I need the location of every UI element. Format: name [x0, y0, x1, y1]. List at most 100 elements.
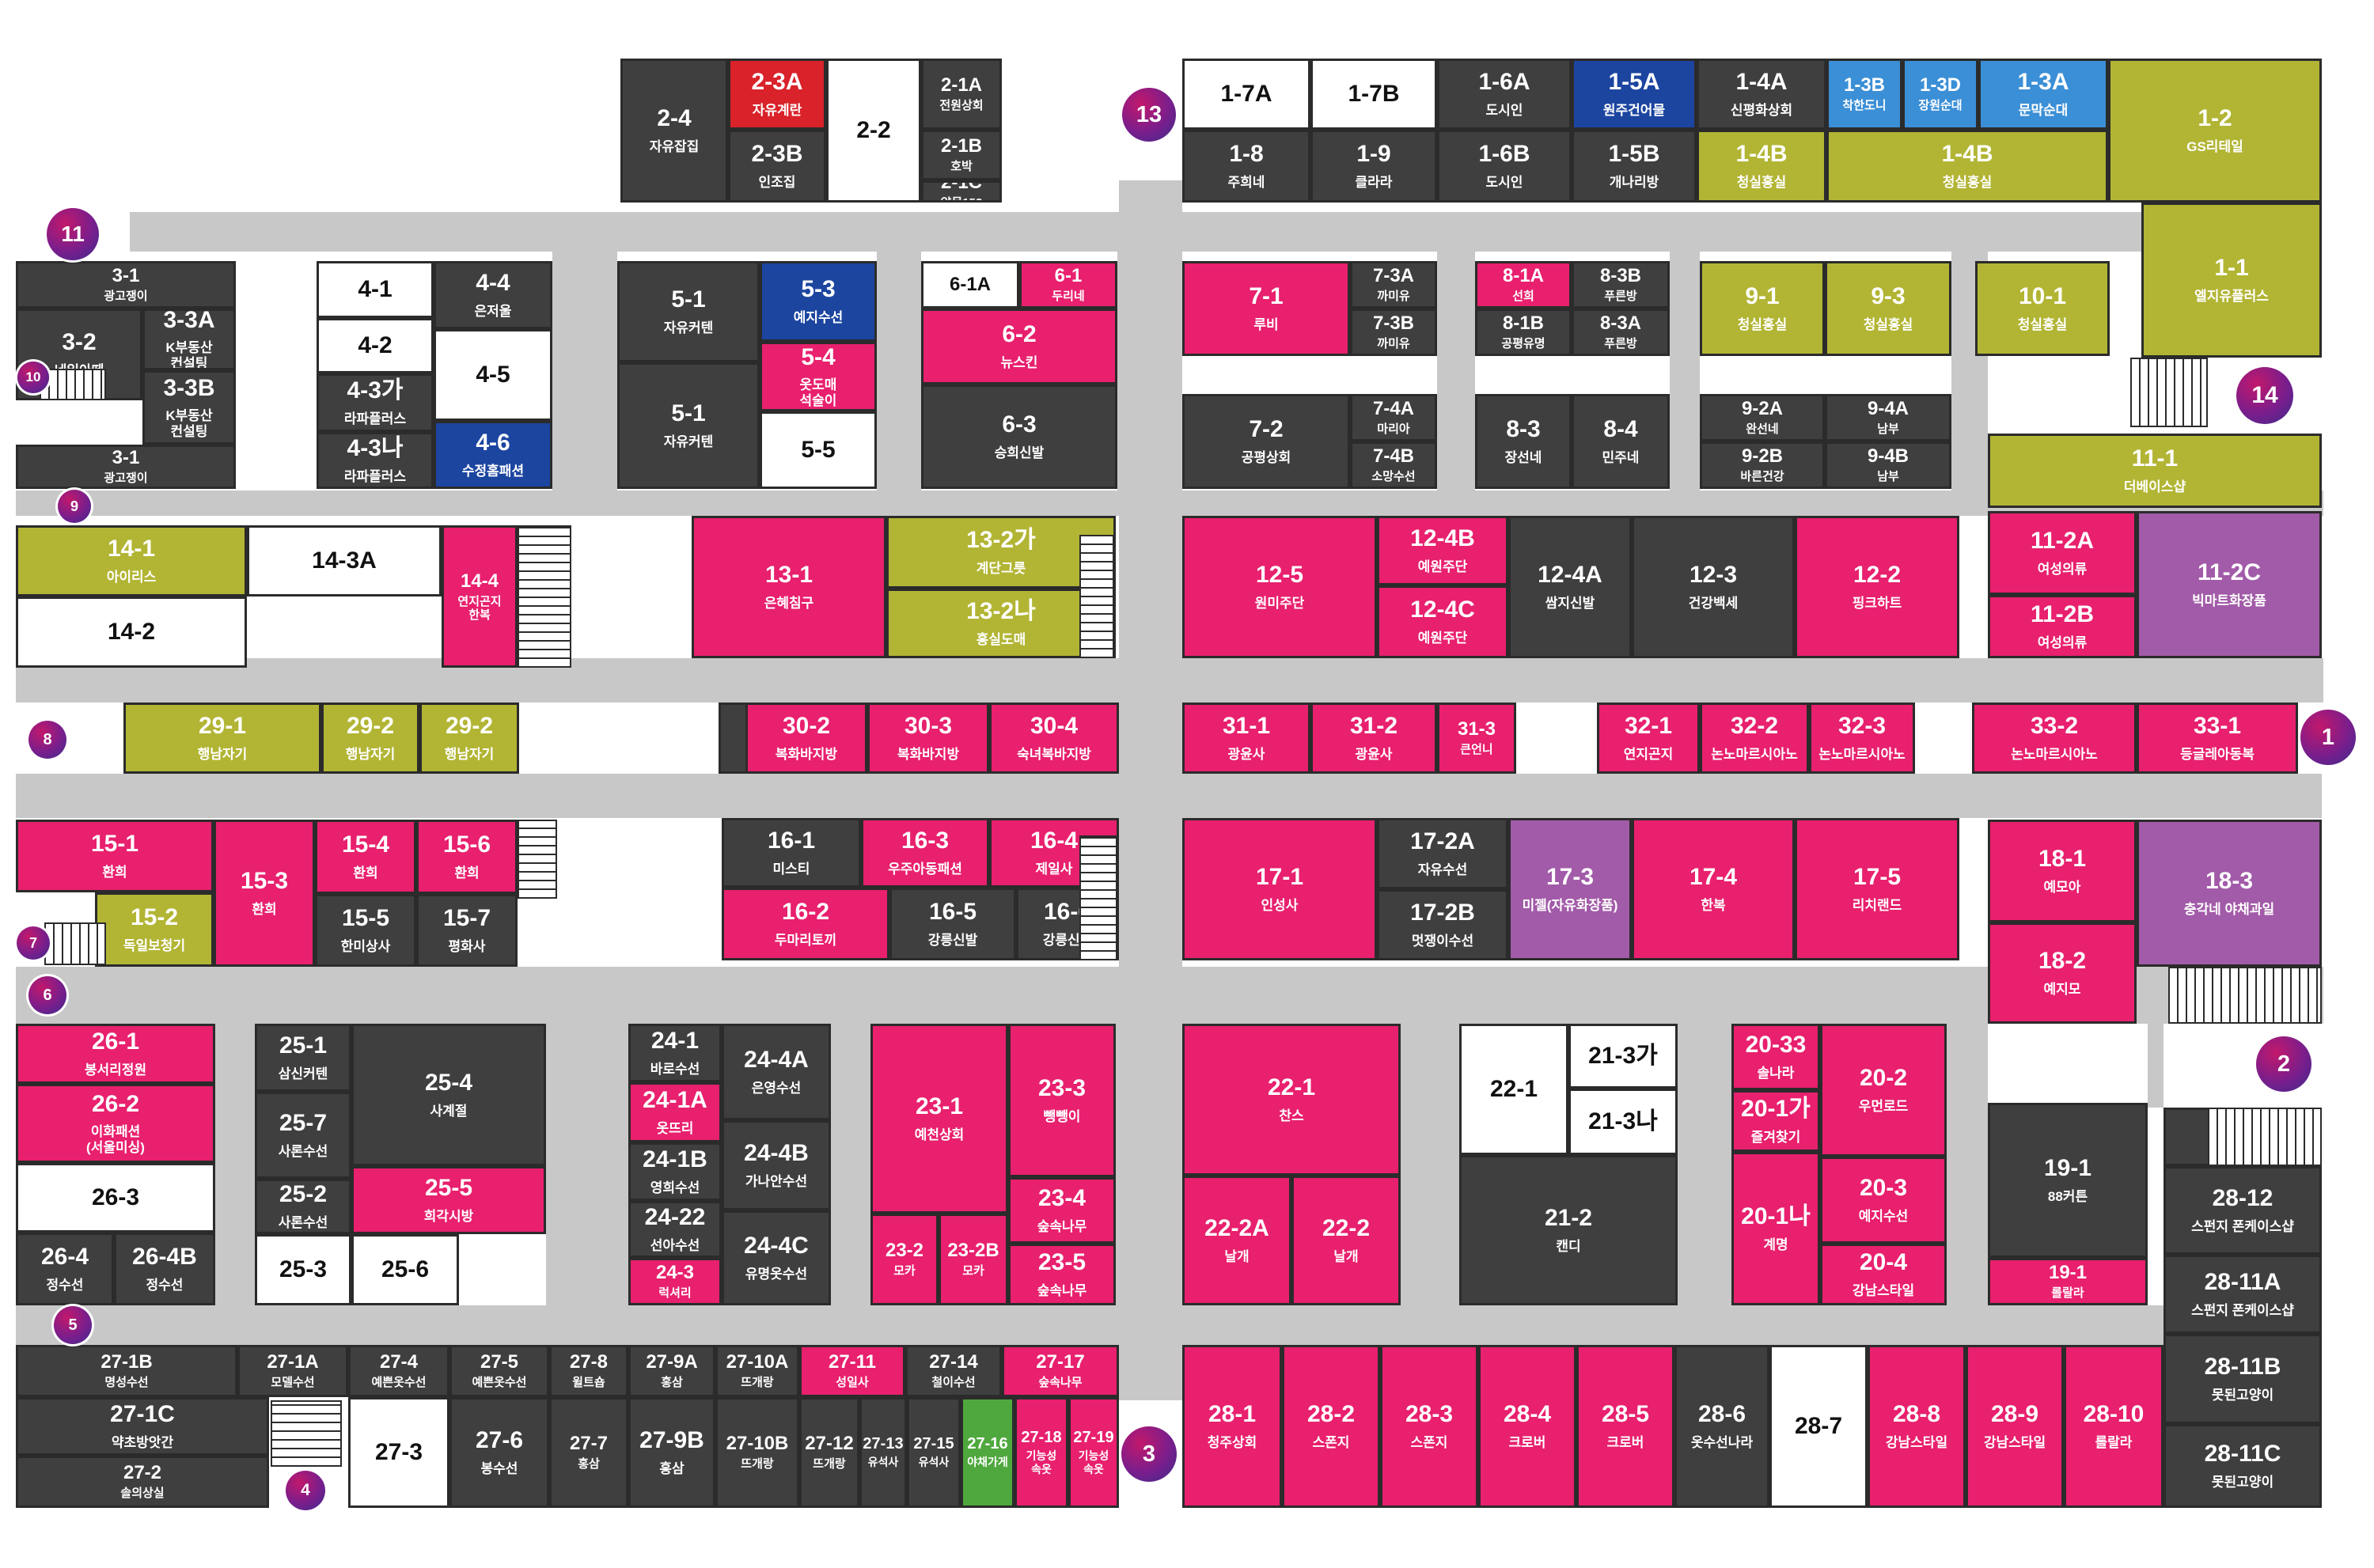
store-1-4B[interactable]: 1-4B 청실홍실: [1826, 130, 2108, 203]
store-17-4[interactable]: 17-4 한복: [1632, 818, 1795, 960]
store-12-4C[interactable]: 12-4C 예원주단: [1377, 585, 1508, 658]
store-17-1[interactable]: 17-1 인성사: [1182, 818, 1377, 960]
store-27-6[interactable]: 27-6 봉수선: [449, 1397, 549, 1508]
store-2-3B[interactable]: 2-3B 인조집: [728, 130, 826, 203]
store-27-4[interactable]: 27-4 예쁜옷수선: [348, 1345, 449, 1397]
store-27-9B[interactable]: 27-9B 홍삼: [628, 1397, 715, 1508]
store-20-2[interactable]: 20-2 우먼로드: [1820, 1024, 1947, 1157]
store-23-2B[interactable]: 23-2B 모카: [939, 1214, 1008, 1305]
store-23-4[interactable]: 23-4 숲속나무: [1008, 1177, 1116, 1244]
store-29-2[interactable]: 29-2 행남자기: [419, 703, 519, 774]
store-1-5A[interactable]: 1-5A 원주건어물: [1572, 59, 1697, 130]
store-9-4B[interactable]: 9-4B 남부: [1825, 441, 1951, 489]
store-1-7A[interactable]: 1-7A: [1182, 59, 1310, 130]
store-3-3A[interactable]: 3-3A K부동산 컨설팅: [142, 309, 236, 370]
store-19-1[interactable]: 19-1 롤랄라: [1988, 1258, 2148, 1305]
store-27-1B[interactable]: 27-1B 명성수선: [16, 1345, 237, 1397]
store-27-10B[interactable]: 27-10B 뜨개랑: [715, 1397, 799, 1508]
store-12-5[interactable]: 12-5 원미주단: [1182, 516, 1377, 658]
store-11-1[interactable]: 11-1 더베이스샵: [1988, 434, 2322, 508]
store-27-3[interactable]: 27-3: [348, 1397, 449, 1508]
store-15-1[interactable]: 15-1 환희: [16, 820, 214, 892]
store-1-2[interactable]: 1-2 GS리테일: [2108, 59, 2322, 203]
store-9-2B[interactable]: 9-2B 바른건강: [1700, 441, 1825, 489]
store-29-1[interactable]: 29-1 행남자기: [123, 703, 321, 774]
gate-marker-2[interactable]: 2: [2256, 1036, 2311, 1092]
store-17-3[interactable]: 17-3 미젤(자유화장품): [1508, 818, 1632, 960]
store-4-6[interactable]: 4-6 수정홈패션: [434, 421, 552, 489]
store-8-1B[interactable]: 8-1B 공평유명: [1475, 309, 1572, 356]
store-12-3[interactable]: 12-3 건강백세: [1632, 516, 1795, 658]
store-30-4[interactable]: 30-4 숙녀복바지방: [989, 703, 1119, 774]
store-25-1[interactable]: 25-1 삼신커텐: [255, 1024, 351, 1092]
store-15-6[interactable]: 15-6 환희: [416, 820, 518, 894]
gate-marker-4[interactable]: 4: [286, 1471, 325, 1510]
store-22-1[interactable]: 22-1: [1459, 1024, 1568, 1155]
gate-marker-14[interactable]: 14: [2236, 367, 2293, 424]
store-4-4[interactable]: 4-4 은저울: [434, 261, 552, 329]
store-25-3[interactable]: 25-3: [255, 1234, 351, 1305]
store-20-1가[interactable]: 20-1가 즐겨찾기: [1731, 1090, 1820, 1152]
store-20-1나[interactable]: 20-1나 계명: [1731, 1152, 1820, 1305]
store-25-2[interactable]: 25-2 사론수선: [255, 1179, 351, 1234]
store-33-2[interactable]: 33-2 논노마르시아노: [1972, 703, 2137, 774]
store-9-4A[interactable]: 9-4A 남부: [1825, 394, 1951, 441]
store-33-1[interactable]: 33-1 등글레아동복: [2137, 703, 2298, 774]
store-26-3[interactable]: 26-3: [16, 1163, 215, 1233]
store-28-1[interactable]: 28-1 청주상회: [1182, 1345, 1282, 1508]
store-12-4B[interactable]: 12-4B 예원주단: [1377, 516, 1508, 585]
store-17-5[interactable]: 17-5 리치랜드: [1795, 818, 1959, 960]
store-3-1[interactable]: 3-1 광고쟁이: [16, 445, 236, 489]
store-2-1B[interactable]: 2-1B 호박: [921, 130, 1002, 180]
store-7-1[interactable]: 7-1 루비: [1182, 261, 1350, 356]
store-32-1[interactable]: 32-1 연지곤지: [1597, 703, 1700, 774]
store-1-5B[interactable]: 1-5B 개나리방: [1572, 130, 1697, 203]
store-24-1B[interactable]: 24-1B 영희수선: [628, 1142, 722, 1201]
store-7-2[interactable]: 7-2 공평상회: [1182, 394, 1350, 489]
gate-marker-10[interactable]: 10: [17, 362, 49, 393]
store-2-1C[interactable]: 2-1C 양문153: [921, 180, 1002, 203]
store-1-6B[interactable]: 1-6B 도시인: [1437, 130, 1572, 203]
store-28-7[interactable]: 28-7: [1769, 1345, 1868, 1508]
store-9-1[interactable]: 9-1 청실홍실: [1700, 261, 1825, 356]
store-8-4[interactable]: 8-4 민주네: [1572, 394, 1670, 489]
store-30-3[interactable]: 30-3 복화바지방: [867, 703, 989, 774]
store-4-3가[interactable]: 4-3가 라파플러스: [317, 373, 434, 432]
store-17-2A[interactable]: 17-2A 자유수선: [1377, 818, 1508, 889]
store-14-3A[interactable]: 14-3A: [247, 525, 442, 597]
store-28-10[interactable]: 28-10 롤랄라: [2064, 1345, 2164, 1508]
store-12-2[interactable]: 12-2 핑크하트: [1795, 516, 1959, 658]
store-25-7[interactable]: 25-7 사론수선: [255, 1092, 351, 1179]
gate-marker-6[interactable]: 6: [28, 976, 66, 1014]
store-28-9[interactable]: 28-9 강남스타일: [1966, 1345, 2064, 1508]
store-7-4A[interactable]: 7-4A 마리아: [1350, 394, 1437, 441]
store-26-4B[interactable]: 26-4B 정수선: [114, 1233, 215, 1305]
store-1-9[interactable]: 1-9 클라라: [1310, 130, 1437, 203]
store-32-3[interactable]: 32-3 논노마르시아노: [1809, 703, 1915, 774]
store-27-7[interactable]: 27-7 홍삼: [549, 1397, 628, 1508]
store-11-2B[interactable]: 11-2B 여성의류: [1988, 595, 2137, 658]
store-16-5[interactable]: 16-5 강릉신발: [889, 888, 1016, 960]
store-28-6[interactable]: 28-6 옷수선나라: [1674, 1345, 1769, 1508]
store-11-2A[interactable]: 11-2A 여성의류: [1988, 511, 2137, 595]
store-20-4[interactable]: 20-4 강남스타일: [1820, 1244, 1947, 1305]
store-16-1[interactable]: 16-1 미스티: [722, 818, 861, 888]
gate-marker-7[interactable]: 7: [17, 926, 50, 960]
store-27-11[interactable]: 27-11 성일사: [799, 1345, 905, 1397]
store-14-2[interactable]: 14-2: [16, 597, 247, 668]
gate-marker-1[interactable]: 1: [2300, 710, 2356, 765]
store-27-17[interactable]: 27-17 숲속나무: [1002, 1345, 1119, 1397]
store-5-1[interactable]: 5-1 자유커텐: [617, 261, 760, 362]
store-21-3나[interactable]: 21-3나: [1568, 1089, 1678, 1155]
store-12-4A[interactable]: 12-4A 쌈지신발: [1508, 516, 1632, 658]
store-29-2[interactable]: 29-2 행남자기: [321, 703, 419, 774]
store-1-4B[interactable]: 1-4B 청실홍실: [1697, 130, 1826, 203]
store-18-3[interactable]: 18-3 충각네 야채과일: [2137, 820, 2322, 967]
store-27-5[interactable]: 27-5 예쁜옷수선: [449, 1345, 549, 1397]
store-5-1[interactable]: 5-1 자유커텐: [617, 362, 760, 489]
store-14-1[interactable]: 14-1 아이리스: [16, 525, 247, 597]
store-15-3[interactable]: 15-3 환희: [214, 820, 315, 967]
store-1-4A[interactable]: 1-4A 신평화상회: [1697, 59, 1826, 130]
store-2-2[interactable]: 2-2: [826, 59, 921, 203]
store-1-3B[interactable]: 1-3B 착한도니: [1826, 59, 1902, 130]
